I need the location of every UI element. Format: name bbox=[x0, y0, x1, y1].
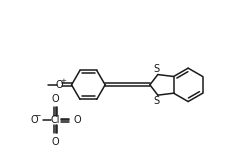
Text: O: O bbox=[52, 94, 59, 104]
Text: O: O bbox=[52, 137, 59, 147]
Text: O: O bbox=[74, 115, 81, 125]
Text: O: O bbox=[56, 80, 63, 90]
Text: +: + bbox=[61, 78, 67, 84]
Text: −: − bbox=[34, 111, 41, 120]
Text: Cl: Cl bbox=[51, 115, 60, 125]
Text: S: S bbox=[154, 96, 160, 106]
Text: S: S bbox=[154, 64, 160, 74]
Text: O: O bbox=[30, 115, 38, 125]
